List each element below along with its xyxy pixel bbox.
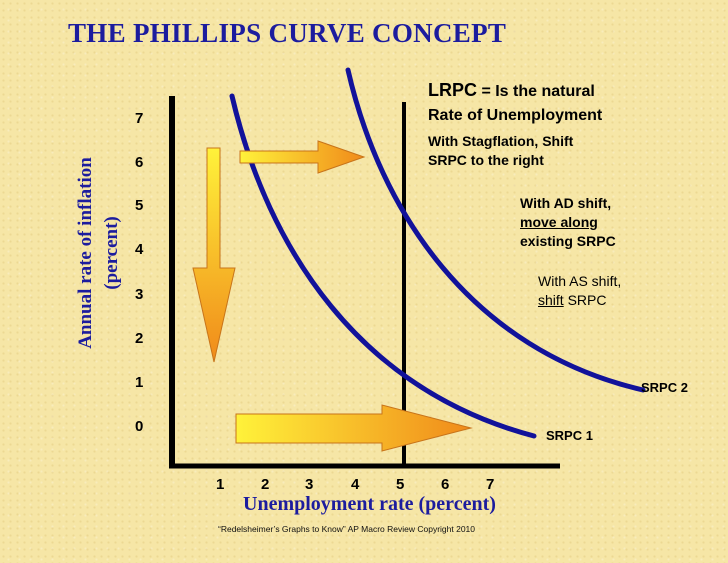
- x-tick-4: 4: [351, 476, 360, 493]
- srpc2-curve: [345, 67, 646, 393]
- lrpc-rest: = Is the natural: [477, 83, 595, 100]
- ad-line1: With AD shift,: [520, 195, 612, 211]
- stagflation-annotation: With Stagflation, Shift SRPC to the righ…: [428, 132, 573, 170]
- ad-line3: existing SRPC: [520, 233, 616, 249]
- y-tick-6: 6: [135, 154, 144, 171]
- x-tick-5: 5: [396, 476, 405, 493]
- stagflation-line2: SRPC to the right: [428, 152, 544, 168]
- arrow-right-icon: [235, 404, 473, 452]
- as-line2-underlined: shift: [538, 292, 564, 308]
- y-tick-7: 7: [135, 110, 144, 127]
- lrpc-line2: Rate of Unemployment: [428, 107, 603, 124]
- srpc1-label: SRPC 1: [546, 428, 593, 443]
- as-shift-annotation: With AS shift, shift SRPC: [538, 272, 621, 310]
- ad-shift-annotation: With AD shift, move along existing SRPC: [520, 194, 616, 251]
- srpc2-label: SRPC 2: [641, 380, 688, 395]
- ad-line2: move along: [520, 214, 598, 230]
- x-tick-2: 2: [261, 476, 270, 493]
- x-tick-1: 1: [216, 476, 225, 493]
- arrow-right-icon: [239, 140, 366, 174]
- y-tick-2: 2: [135, 330, 144, 347]
- x-axis-label: Unemployment rate (percent): [243, 493, 496, 515]
- x-tick-3: 3: [305, 476, 314, 493]
- copyright-footer: “Redelsheimer’s Graphs to Know” AP Macro…: [218, 524, 476, 534]
- y-tick-4: 4: [135, 241, 144, 258]
- lrpc-annotation: LRPC = Is the natural Rate of Unemployme…: [428, 78, 602, 128]
- y-tick-5: 5: [135, 197, 144, 214]
- arrow-down-icon: [192, 147, 236, 363]
- page-title: THE PHILLIPS CURVE CONCEPT: [68, 18, 507, 48]
- x-tick-7: 7: [486, 476, 495, 493]
- as-line2-rest: SRPC: [563, 292, 607, 308]
- as-line1: With AS shift,: [538, 273, 622, 289]
- y-tick-1: 1: [135, 374, 144, 391]
- stagflation-line1: With Stagflation, Shift: [428, 133, 574, 149]
- y-tick-3: 3: [135, 286, 144, 303]
- y-tick-0: 0: [135, 418, 144, 435]
- x-tick-6: 6: [441, 476, 450, 493]
- lrpc-term: LRPC: [428, 80, 477, 100]
